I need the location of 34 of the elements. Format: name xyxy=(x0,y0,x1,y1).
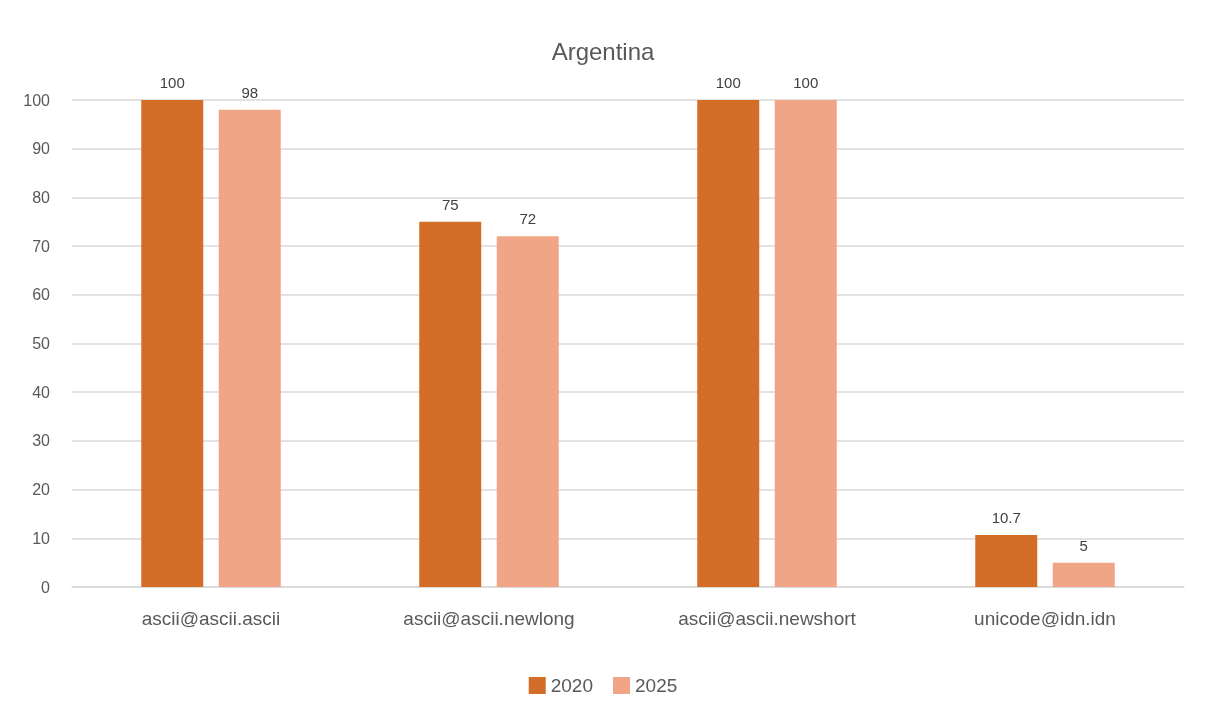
chart-title: Argentina xyxy=(551,37,656,65)
legend-label: 2025 xyxy=(635,675,678,696)
y-tick-label: 10 xyxy=(32,529,51,547)
legend-label: 2020 xyxy=(550,675,594,696)
data-label: 5 xyxy=(1079,536,1088,554)
y-tick-label: 30 xyxy=(32,432,51,450)
y-tick-label: 100 xyxy=(23,91,51,109)
x-tick-label: ascii@ascii.newshort xyxy=(678,608,857,629)
y-tick-label: 70 xyxy=(32,237,51,255)
x-tick-label: unicode@idn.idn xyxy=(974,608,1116,629)
y-tick-label: 50 xyxy=(32,335,51,352)
bar xyxy=(697,100,760,587)
x-tick-label: ascii@ascii.ascii xyxy=(141,608,281,629)
data-label: 98 xyxy=(241,83,259,101)
x-tick-label: ascii@ascii.newlong xyxy=(403,608,575,629)
bar xyxy=(975,534,1038,587)
bar xyxy=(774,100,837,587)
y-tick-label: 80 xyxy=(32,188,51,206)
bar xyxy=(496,236,559,587)
data-label: 100 xyxy=(159,74,185,91)
bar xyxy=(419,221,482,587)
data-label: 10.7 xyxy=(991,508,1021,526)
y-tick-label: 20 xyxy=(32,481,51,499)
data-label: 100 xyxy=(793,74,819,91)
data-label: 72 xyxy=(519,210,537,228)
y-tick-label: 60 xyxy=(32,286,51,304)
y-tick-label: 40 xyxy=(32,383,51,401)
bar xyxy=(141,100,204,587)
bar xyxy=(1052,562,1115,587)
y-tick-label: 90 xyxy=(32,140,51,158)
bar xyxy=(218,109,281,587)
data-label: 100 xyxy=(715,74,741,91)
data-label: 75 xyxy=(441,195,459,213)
y-tick-label: 0 xyxy=(41,578,51,596)
